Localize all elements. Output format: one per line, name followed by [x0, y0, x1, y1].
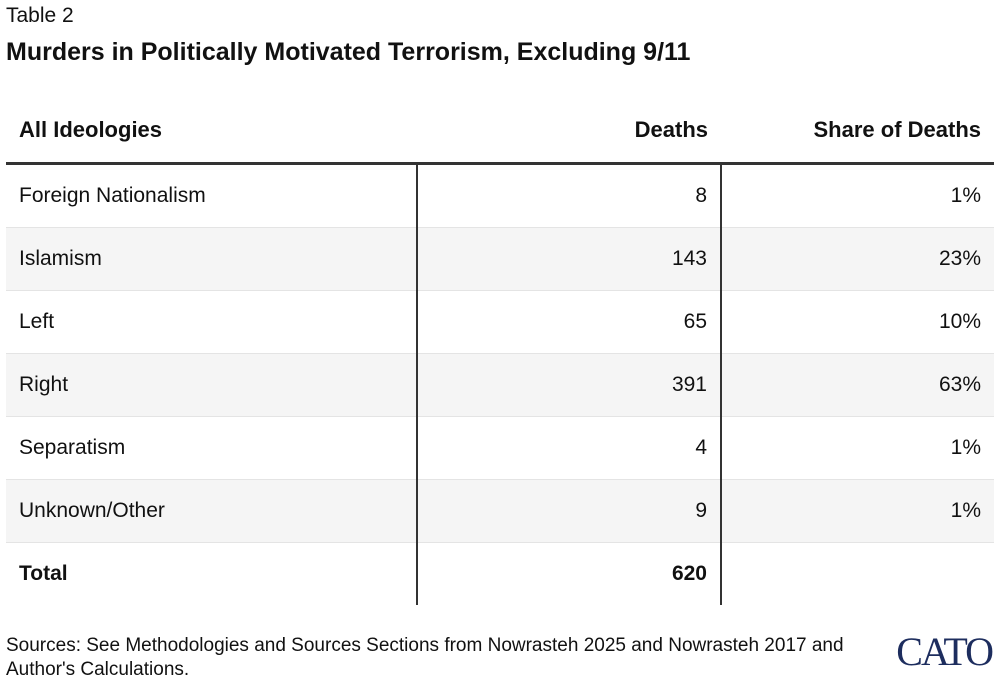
table-row: Foreign Nationalism 8 1%: [6, 163, 994, 228]
table-row: Islamism 143 23%: [6, 227, 994, 291]
table-row: Left 65 10%: [6, 290, 994, 354]
table-row: Right 391 63%: [6, 353, 994, 417]
table-cell: 63%: [720, 353, 994, 417]
table-title: Murders in Politically Motivated Terrori…: [6, 38, 691, 66]
table-row: Unknown/Other 9 1%: [6, 479, 994, 543]
sources: Sources: See Methodologies and Sources S…: [6, 635, 844, 680]
table-cell: 620: [416, 542, 721, 605]
table-cell: Unknown/Other: [6, 479, 417, 543]
column-header: Share of Deaths: [721, 98, 994, 165]
logo: CATO: [896, 629, 994, 674]
table-cell: 1%: [720, 416, 994, 480]
total-row: Total 620: [6, 542, 994, 605]
table-label: Table 2: [6, 4, 74, 27]
table-cell: Right: [6, 353, 417, 417]
table-cell: 391: [416, 353, 721, 417]
table-cell: 4: [416, 416, 721, 480]
table-cell: Total: [19, 562, 68, 585]
column-header: All Ideologies: [6, 98, 417, 165]
table-cell: 65: [416, 290, 721, 354]
table-cell: Separatism: [6, 416, 417, 480]
table-cell: 23%: [720, 227, 994, 291]
table-cell: Islamism: [6, 227, 417, 291]
table-cell: Left: [6, 290, 417, 354]
table-cell: 8: [416, 163, 721, 228]
table-cell: [720, 542, 994, 605]
table-row: Separatism 4 1%: [6, 416, 994, 480]
column-header: Deaths: [417, 98, 721, 165]
header-row: All Ideologies Deaths Share of Deaths: [6, 98, 994, 165]
table-cell: Foreign Nationalism: [6, 163, 417, 228]
table-cell: 10%: [720, 290, 994, 354]
table-cell: 143: [416, 227, 721, 291]
table-cell: 1%: [720, 479, 994, 543]
table-cell: 9: [416, 479, 721, 543]
table: All Ideologies Deaths Share of Deaths Forei…: [6, 98, 994, 605]
table-cell: 1%: [720, 163, 994, 228]
